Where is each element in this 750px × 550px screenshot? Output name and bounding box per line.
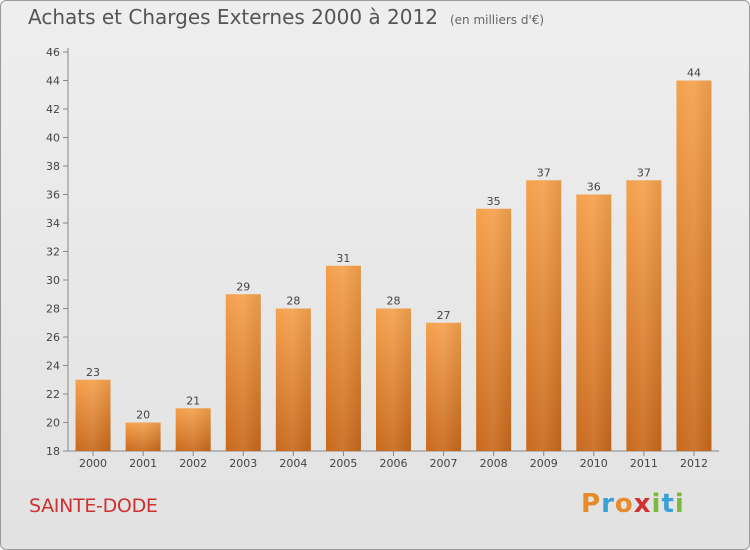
value-label-2012: 44 [687,67,701,80]
chart-unit: (en milliers d'€) [449,13,545,27]
value-label-2003: 29 [236,280,250,293]
x-tick-label-2012: 2012 [680,457,708,470]
bar-shine-2007 [426,322,462,451]
y-tick-label: 42 [46,103,60,116]
bar-shine-2010 [576,194,612,451]
bar-shine-2003 [225,294,261,451]
logo-letter: o [614,489,634,519]
bar-shine-2004 [275,308,311,451]
bar-shine-2006 [376,308,411,451]
logo-letter: P [581,489,602,519]
y-tick-label: 30 [46,274,60,287]
y-tick-label: 46 [46,46,60,59]
y-tick-label: 18 [46,445,60,458]
chart-title-text: Achats et Charges Externes 2000 à 2012 [28,5,438,29]
x-tick-label-2004: 2004 [279,457,307,470]
x-tick-label-2003: 2003 [229,457,257,470]
x-tick-label-2005: 2005 [329,457,357,470]
bar-shine-2002 [175,408,211,451]
y-tick-label: 22 [46,388,60,401]
value-label-2010: 36 [587,181,601,194]
logo-letter: x [633,489,652,519]
logo-letter: i [651,489,662,519]
logo-letter: t [661,489,675,519]
chart-title: Achats et Charges Externes 2000 à 2012 (e… [28,5,544,29]
bar-shine-2000 [75,379,111,451]
y-tick-label: 38 [46,160,60,173]
place-name: SAINTE-DODE [29,495,158,517]
y-tick-label: 26 [46,331,60,344]
x-tick-label-2007: 2007 [430,457,458,470]
x-tick-label-2002: 2002 [179,457,207,470]
bar-shine-2009 [526,180,562,451]
proxiti-logo: Proxiti [581,489,685,519]
bars [75,80,712,451]
y-tick-label: 20 [46,417,60,430]
value-label-2007: 27 [437,309,451,322]
logo-letter: r [601,489,615,519]
x-tick-label-2008: 2008 [480,457,508,470]
y-tick-label: 34 [46,217,60,230]
data-labels: 23 20 21 29 28 31 28 27 35 37 36 37 44 [86,67,701,422]
y-tick-label: 24 [46,360,60,373]
x-tick-label-2001: 2001 [129,457,157,470]
x-tick-label-2010: 2010 [580,457,608,470]
y-tick-label: 44 [46,75,60,88]
value-label-2006: 28 [387,295,401,308]
value-label-2009: 37 [537,166,551,179]
bar-shine-2005 [325,265,361,451]
value-label-2000: 23 [86,366,100,379]
x-tick-label-2006: 2006 [380,457,408,470]
bar-shine-2001 [125,422,161,451]
value-label-2001: 20 [136,409,150,422]
bar-shine-2011 [626,180,662,451]
y-tick-label: 28 [46,303,60,316]
logo-letter: i [674,489,685,519]
x-tick-label-2009: 2009 [530,457,558,470]
value-label-2002: 21 [186,394,200,407]
value-label-2005: 31 [336,252,350,265]
y-tick-label: 40 [46,132,60,145]
x-tick-label-2000: 2000 [79,457,107,470]
y-tick-label: 36 [46,189,60,202]
value-label-2011: 37 [637,166,651,179]
axes: 18 20 22 24 26 28 30 32 34 36 38 40 42 44 46 2000 2001 20… [46,46,719,470]
value-label-2008: 35 [487,195,501,208]
y-tick-label: 32 [46,246,60,259]
bar-shine-2008 [476,208,512,451]
bar-shine-2012 [676,80,712,451]
x-tick-label-2011: 2011 [630,457,658,470]
value-label-2004: 28 [286,295,300,308]
